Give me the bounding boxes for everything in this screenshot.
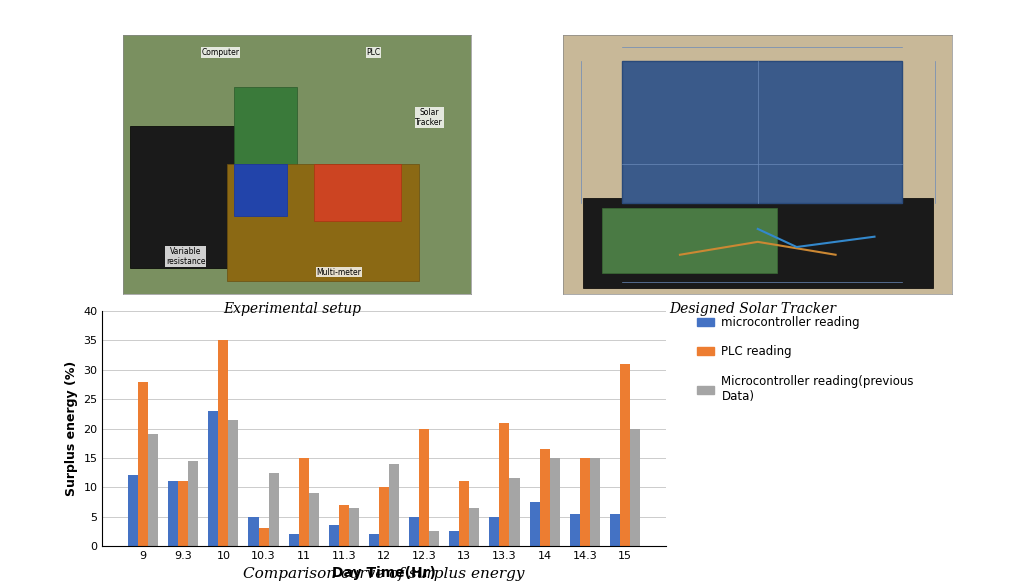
Bar [249,517,258,546]
Text: Designed Solar Tracker: Designed Solar Tracker [669,302,837,316]
Bar [349,508,358,546]
Bar [469,508,479,546]
Bar [389,464,399,546]
Text: PLC: PLC [367,48,381,57]
Bar [569,514,580,546]
Bar [460,481,469,546]
Bar [130,126,234,268]
Bar [410,517,419,546]
Bar [510,478,519,546]
Bar [178,481,188,546]
Bar [138,382,148,546]
Bar [450,531,460,546]
Bar [168,481,178,546]
Bar [610,514,620,546]
Text: Computer: Computer [202,48,240,57]
Bar [188,461,199,546]
Bar [620,364,630,546]
Bar [227,164,419,281]
Bar [148,434,158,546]
Bar [630,429,640,546]
Bar [268,473,279,546]
Bar [234,164,287,216]
Text: Experimental setup: Experimental setup [223,302,360,316]
Bar [429,531,439,546]
Bar [208,411,218,546]
Text: Multi-meter: Multi-meter [316,268,361,276]
Bar [128,475,138,546]
Bar [529,502,540,546]
Bar [228,420,239,546]
Bar [419,429,429,546]
Text: Solar
Tracker: Solar Tracker [416,107,443,127]
Bar [602,208,777,273]
Bar [329,525,339,546]
X-axis label: Day Time(Hr): Day Time(Hr) [332,566,436,581]
Bar [489,517,500,546]
Bar [308,493,318,546]
Bar [234,87,297,255]
Bar [580,458,590,546]
Bar [299,458,308,546]
Bar [314,164,401,221]
Bar [500,423,510,546]
Bar [590,458,600,546]
Bar [218,340,228,546]
Text: Comparison curve of surplus energy: Comparison curve of surplus energy [244,567,524,581]
Bar [289,534,299,546]
Bar [369,534,379,546]
Bar [550,458,560,546]
Bar [258,528,268,546]
Legend: microcontroller reading, PLC reading, Microcontroller reading(previous
Data): microcontroller reading, PLC reading, Mi… [692,311,919,407]
Bar [339,505,349,546]
Bar [540,449,550,546]
Text: Variable
resistance: Variable resistance [166,247,205,266]
Y-axis label: Surplus energy (%): Surplus energy (%) [65,361,78,496]
Bar [379,487,389,546]
